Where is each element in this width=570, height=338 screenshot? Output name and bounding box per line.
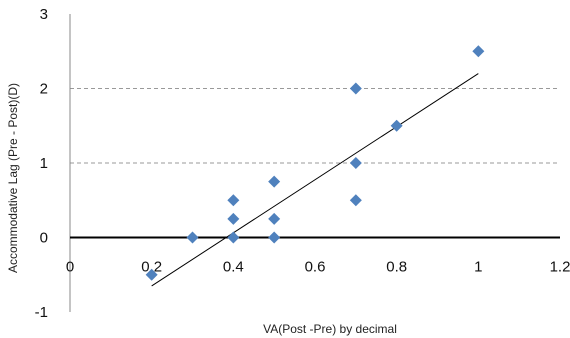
data-point (268, 231, 281, 244)
x-tick-label: 1.2 (550, 259, 570, 276)
data-point (227, 194, 240, 207)
y-tick-label: 1 (40, 155, 48, 172)
x-tick-label: 0.4 (223, 259, 244, 276)
data-point (472, 45, 485, 58)
data-points (145, 45, 485, 281)
x-tick-labels: 0 0.2 0.4 0.6 0.8 1 1.2 (66, 259, 570, 276)
gridlines (70, 88, 560, 164)
data-point (186, 231, 199, 244)
data-point (227, 231, 240, 244)
data-point (390, 119, 403, 132)
data-point (349, 157, 362, 169)
x-axis-title: VA(Post -Pre) by decimal (263, 322, 397, 336)
y-tick-label: -1 (35, 304, 48, 321)
x-tick-label: 0 (66, 259, 74, 276)
data-point (227, 212, 240, 225)
x-tick-label: 0.6 (305, 259, 326, 276)
data-point (268, 175, 281, 188)
data-point (268, 212, 281, 225)
x-tick-label: 0.8 (386, 259, 407, 276)
y-tick-label: 2 (40, 81, 48, 98)
x-tick-label: 1 (474, 259, 482, 276)
y-tick-label: 0 (40, 230, 48, 247)
y-axis-title: Accommodative Lag (Pre - Post)(D) (6, 83, 20, 273)
trendline (151, 73, 479, 287)
data-point (349, 194, 362, 207)
y-tick-label: 3 (40, 6, 48, 23)
data-point (349, 82, 362, 95)
y-tick-labels: -1 0 1 2 3 (35, 6, 48, 321)
data-point (145, 268, 158, 281)
x-tick-label: 0.2 (141, 259, 162, 276)
